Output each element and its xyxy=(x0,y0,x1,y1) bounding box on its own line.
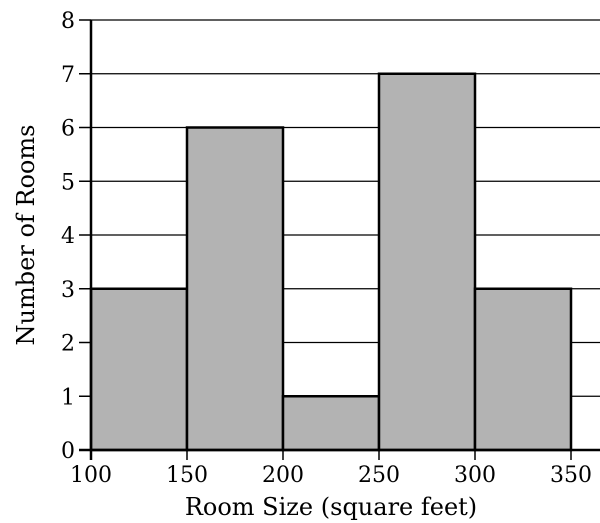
y-tick-label-8: 8 xyxy=(61,9,75,34)
x-tick-label-150: 150 xyxy=(166,463,208,488)
y-tick-label-4: 4 xyxy=(61,224,75,249)
x-tick-label-350: 350 xyxy=(550,463,592,488)
y-tick-label-1: 1 xyxy=(61,385,75,410)
bar-200-250 xyxy=(281,395,381,452)
x-axis-title: Room Size (square feet) xyxy=(185,493,477,521)
x-tick-label-250: 250 xyxy=(358,463,400,488)
y-tick-label-2: 2 xyxy=(61,332,75,357)
y-tick-label-3: 3 xyxy=(61,278,75,303)
bars xyxy=(89,72,573,452)
bar-250-300 xyxy=(377,72,477,452)
y-tick-label-7: 7 xyxy=(61,63,75,88)
x-tick-label-300: 300 xyxy=(454,463,496,488)
bar-150-200 xyxy=(185,126,285,452)
bar-300-350 xyxy=(473,287,573,452)
y-tick-label-5: 5 xyxy=(61,170,75,195)
axes xyxy=(79,19,600,460)
tick-labels: 0 1 2 3 4 5 6 7 8 100 150 200 250 300 350 xyxy=(61,9,592,488)
y-tick-label-6: 6 xyxy=(61,117,75,142)
bar-100-150 xyxy=(89,287,189,452)
x-tick-label-100: 100 xyxy=(70,463,112,488)
x-tick-label-200: 200 xyxy=(262,463,304,488)
y-axis-title: Number of Rooms xyxy=(12,125,40,346)
y-tick-label-0: 0 xyxy=(61,439,75,464)
